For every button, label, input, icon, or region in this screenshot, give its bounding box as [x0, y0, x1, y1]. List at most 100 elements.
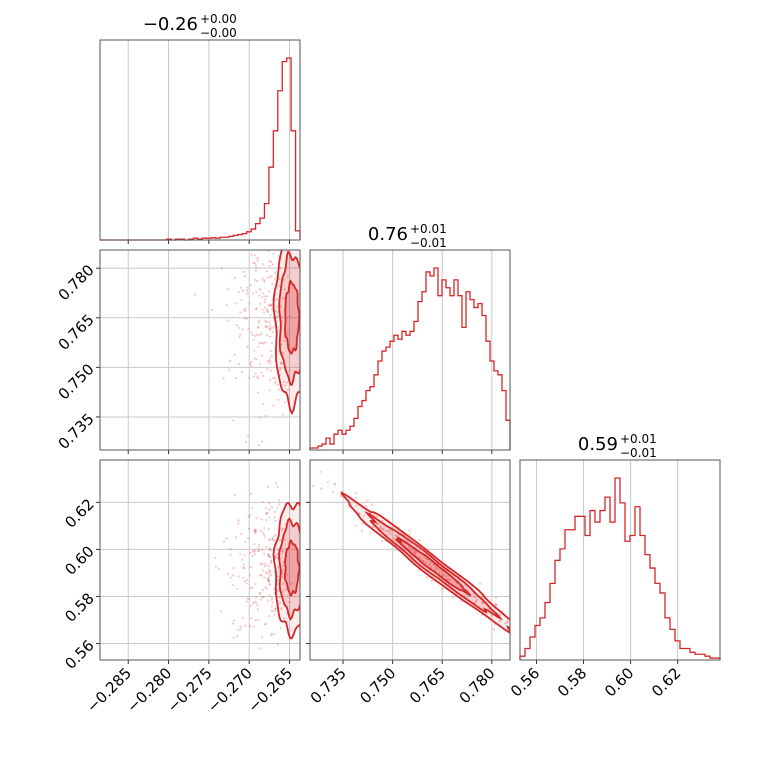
param-title-1: 0.76	[368, 224, 408, 245]
sample-point	[260, 635, 264, 638]
sample-point	[240, 532, 243, 535]
panel-frame	[99, 459, 301, 661]
sample-point	[267, 579, 270, 582]
param-title-minus-0: −0.00	[200, 26, 237, 40]
sample-point	[268, 583, 271, 586]
sample-point	[258, 592, 262, 595]
sample-point	[258, 302, 262, 306]
sample-point	[255, 308, 258, 311]
sample-point	[281, 297, 284, 300]
sample-point	[262, 222, 264, 224]
sample-point	[278, 602, 282, 605]
sample-point	[474, 600, 477, 603]
sample-point	[270, 349, 273, 353]
sample-point	[285, 456, 287, 458]
sample-point	[286, 332, 289, 335]
sample-point	[242, 308, 246, 311]
sample-point	[492, 628, 496, 631]
sample-point	[269, 303, 273, 306]
sample-point	[415, 546, 418, 549]
sample-point	[514, 624, 516, 626]
sample-point	[267, 554, 270, 557]
sample-point	[268, 327, 271, 330]
sample-point	[233, 244, 235, 246]
pair-panel-1	[96, 459, 301, 664]
sample-point	[274, 382, 277, 385]
sample-point	[240, 299, 243, 302]
sample-point	[263, 280, 266, 283]
sample-point	[244, 624, 247, 628]
sample-point	[287, 388, 290, 391]
sample-point	[392, 537, 395, 540]
param-title-2: 0.59	[578, 434, 618, 455]
sample-point	[262, 245, 264, 247]
sample-point	[231, 583, 234, 587]
sample-point	[260, 371, 263, 374]
sample-point	[252, 338, 255, 341]
sample-point	[271, 610, 274, 613]
x-tick-label: −0.265	[244, 664, 296, 716]
sample-point	[243, 317, 247, 320]
sample-point	[282, 564, 285, 567]
sample-point	[274, 309, 277, 312]
sample-point	[248, 625, 252, 628]
sample-point	[282, 560, 285, 564]
sample-point	[271, 601, 274, 604]
sample-point	[259, 288, 262, 291]
sample-point	[271, 538, 274, 541]
sample-point	[379, 525, 382, 528]
sample-point	[249, 551, 252, 554]
sample-point	[414, 552, 417, 555]
sample-point	[251, 554, 254, 557]
sample-point	[274, 555, 277, 558]
sample-point	[237, 291, 241, 294]
sample-point	[275, 305, 279, 309]
sample-point	[263, 533, 266, 536]
sample-point	[269, 561, 273, 565]
sample-point	[266, 512, 269, 515]
sample-point	[267, 528, 270, 531]
sample-point	[276, 311, 279, 314]
sample-point	[218, 567, 221, 571]
sample-point	[354, 497, 357, 500]
sample-point	[270, 233, 272, 235]
sample-point	[235, 587, 239, 591]
sample-point	[246, 292, 249, 295]
sample-point	[275, 315, 278, 319]
sample-point	[268, 615, 271, 618]
sample-point	[447, 578, 450, 582]
sample-point	[276, 579, 279, 582]
sample-point	[246, 345, 249, 348]
sample-point	[263, 576, 266, 579]
x-tick-label: 0.735	[307, 664, 350, 707]
sample-point	[239, 311, 242, 314]
sample-point	[271, 536, 274, 540]
sample-point	[366, 499, 369, 502]
sample-point	[331, 490, 334, 493]
sample-point	[424, 561, 427, 565]
sample-point	[229, 548, 232, 551]
sample-point	[253, 528, 256, 531]
sample-point	[262, 569, 265, 572]
sample-point	[241, 328, 245, 331]
sample-point	[244, 309, 247, 312]
sample-point	[251, 333, 254, 337]
sample-point	[281, 590, 284, 593]
sample-point	[268, 594, 271, 597]
x-tick-label: 0.765	[406, 664, 449, 707]
sample-point	[268, 556, 271, 559]
sample-point	[437, 567, 440, 571]
sample-point	[258, 203, 260, 205]
sample-point	[479, 582, 482, 585]
sample-point	[257, 207, 259, 209]
sample-point	[582, 685, 584, 687]
sample-point	[267, 579, 271, 583]
sample-point	[268, 516, 271, 519]
sample-point	[280, 362, 283, 365]
sample-point	[531, 647, 533, 649]
sample-point	[253, 543, 256, 546]
sample-point	[275, 553, 278, 556]
sample-point	[269, 555, 272, 559]
sample-point	[258, 288, 261, 291]
sample-point	[245, 317, 248, 320]
